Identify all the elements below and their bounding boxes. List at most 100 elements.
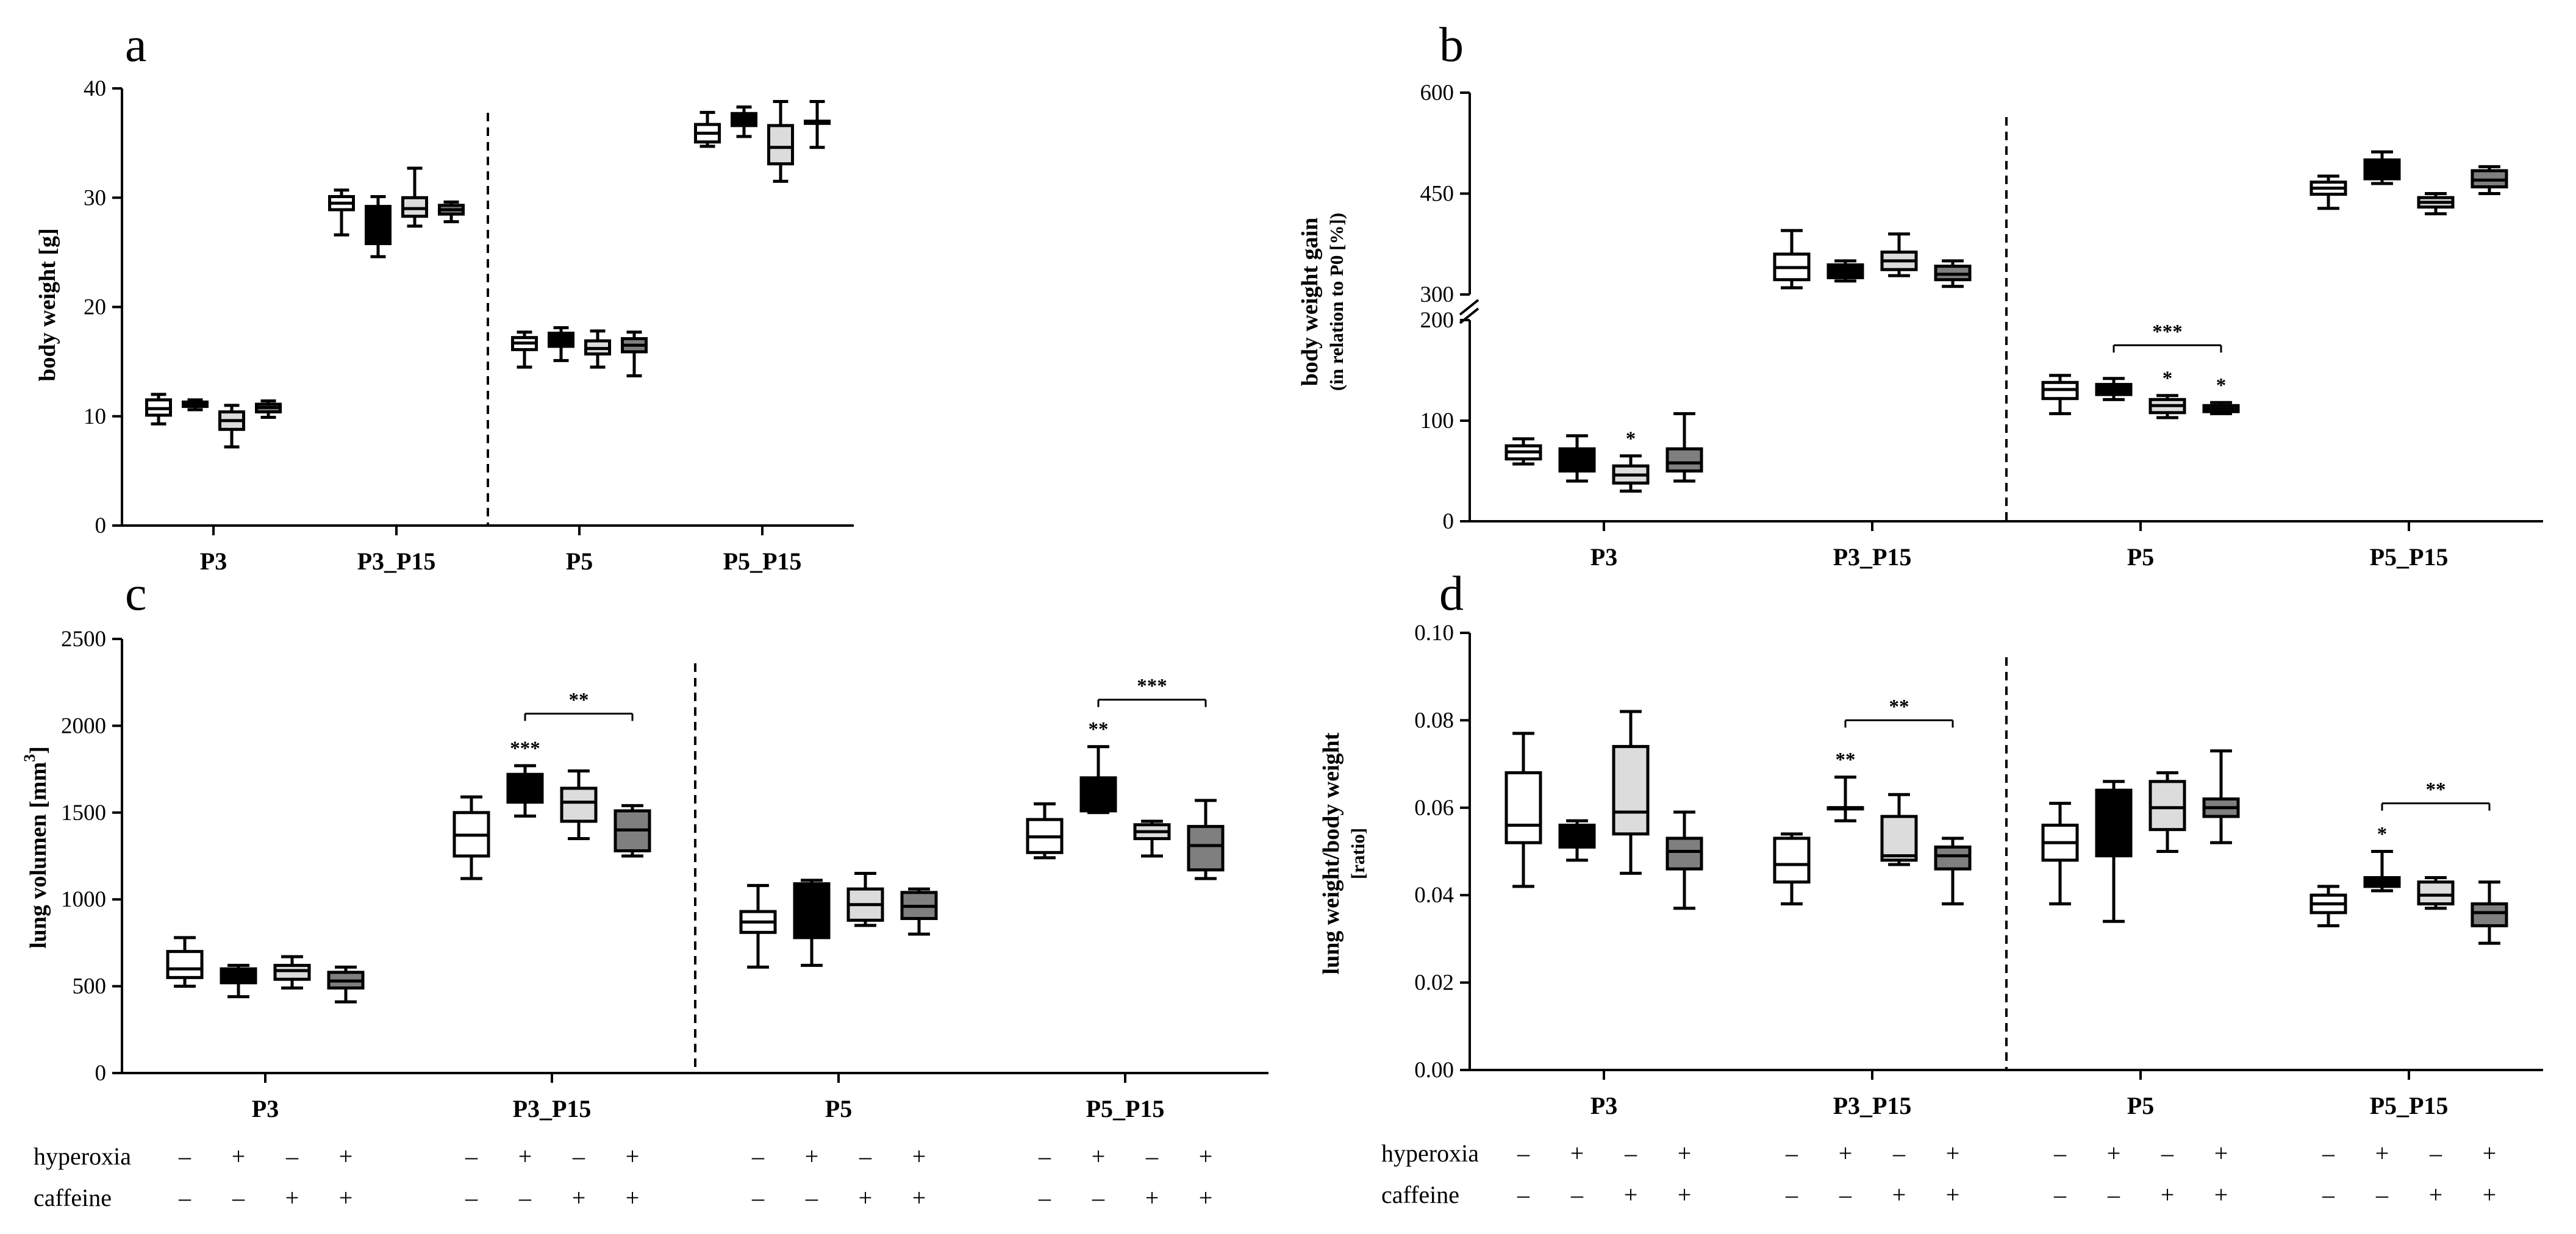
box-P3-4 <box>1665 412 1703 483</box>
condition-sign-caffeine: – <box>2375 1181 2389 1208</box>
x-tick-label: P5 <box>2127 543 2154 571</box>
box-P3-2 <box>1558 434 1596 483</box>
box-P5_P15-2 <box>1079 745 1117 815</box>
y-axis-label-text: body weight [g] <box>35 228 60 381</box>
box-body <box>1079 776 1117 813</box>
condition-sign-caffeine: – <box>178 1184 191 1211</box>
box-P3_P15-3 <box>1880 232 1918 277</box>
box-P3_P15-2 <box>365 194 392 259</box>
box-P3_P15-3 <box>560 769 598 841</box>
condition-sign-caffeine: + <box>2214 1181 2228 1208</box>
x-tick-label: P3_P15 <box>513 1095 592 1122</box>
significance-bracket: ** <box>1844 696 1954 728</box>
significance-label: * <box>2216 374 2227 396</box>
box-body <box>2417 880 2455 906</box>
box-P5-1 <box>511 330 538 369</box>
box-P5_P15-1 <box>694 110 721 148</box>
condition-sign-hyperoxia: + <box>2214 1139 2228 1167</box>
box-P5_P15-4 <box>804 100 831 149</box>
box-body <box>1934 845 1972 871</box>
box-P5-4 <box>2202 401 2240 415</box>
box-body <box>1665 447 1703 473</box>
condition-sign-hyperoxia: – <box>178 1143 191 1170</box>
y-tick-label: 1000 <box>61 887 106 912</box>
box-P5_P15-2 <box>2363 150 2401 185</box>
box-P3-2 <box>182 398 209 412</box>
condition-sign-hyperoxia: – <box>2322 1139 2335 1167</box>
significance-label: ** <box>1089 719 1109 741</box>
condition-sign-hyperoxia: – <box>2161 1139 2174 1167</box>
box-P3-4 <box>1665 810 1703 910</box>
box-body <box>401 196 428 218</box>
x-tick-label: P3 <box>1590 543 1617 571</box>
y-tick-label: 300 <box>1420 282 1454 307</box>
y-tick-label: 20 <box>84 295 106 320</box>
condition-sign-caffeine: + <box>1199 1184 1213 1211</box>
box-P5_P15-4 <box>1187 799 1225 880</box>
box-body <box>1773 836 1811 884</box>
significance-label: ** <box>1889 696 1909 718</box>
box-P5-1 <box>2041 802 2079 906</box>
condition-sign-hyperoxia: – <box>572 1143 585 1170</box>
significance-label: ** <box>1836 749 1856 771</box>
condition-label-hyperoxia: hyperoxia <box>1381 1139 1479 1167</box>
panel-c: c 0 500 1000 1500 2000 2500 lung volumen [mm3] P… <box>21 567 1268 1211</box>
condition-sign-hyperoxia: + <box>912 1143 926 1170</box>
condition-sign-hyperoxia: – <box>2053 1139 2067 1167</box>
y-axis-label: lung volumen [mm3] <box>21 746 51 949</box>
panel-label-c: c <box>125 567 147 621</box>
condition-sign-hyperoxia: – <box>859 1143 872 1170</box>
significance-bracket: ** <box>524 689 634 721</box>
box-body <box>1187 825 1225 872</box>
y-axis-label-sup: 3 <box>21 754 38 762</box>
box-P5_P15-1 <box>2309 174 2347 210</box>
y-tick-label: 2000 <box>61 713 106 738</box>
box-P3-1 <box>1504 732 1542 888</box>
panel-a: a 0 10 20 30 40 body weight [g] P3 P3_P15 P5 P5_P1… <box>35 18 854 575</box>
box-P3-3 <box>1612 710 1650 875</box>
condition-sign-hyperoxia: + <box>805 1143 819 1170</box>
x-tick-label: P5_P15 <box>1086 1095 1165 1122</box>
y-tick-label: 40 <box>84 76 106 101</box>
y-tick-label: 30 <box>84 185 106 210</box>
y-axis-label-text: lung weight/body weight <box>1318 732 1344 974</box>
condition-sign-hyperoxia: – <box>2429 1139 2442 1167</box>
significance-label: ** <box>569 689 589 711</box>
y-tick-label: 500 <box>73 974 107 999</box>
condition-sign-hyperoxia: + <box>626 1143 640 1170</box>
box-P3_P15-1 <box>453 795 490 880</box>
condition-label-hyperoxia: hyperoxia <box>34 1143 131 1170</box>
x-tick-label: P5_P15 <box>2370 543 2449 571</box>
box-P5-3 <box>2148 394 2186 419</box>
condition-sign-hyperoxia: + <box>232 1143 246 1170</box>
panel-label-a: a <box>125 18 147 72</box>
condition-sign-caffeine: + <box>572 1184 586 1211</box>
box-P5_P15-3 <box>2417 192 2455 216</box>
x-tick-label: P3 <box>1590 1092 1617 1119</box>
box-P3_P15-1 <box>1773 832 1811 906</box>
box-P5_P15-3 <box>2417 876 2455 910</box>
box-body <box>166 950 204 979</box>
box-P5-4 <box>2202 749 2240 844</box>
box-P3_P15-3 <box>401 166 428 228</box>
y-axis-label-text: lung volumen [mm <box>26 762 51 949</box>
box-body <box>1504 771 1542 844</box>
box-P5-3 <box>584 329 611 369</box>
condition-sign-caffeine: – <box>2107 1181 2120 1208</box>
y-tick-label: 0 <box>95 513 107 538</box>
box-P5_P15-2 <box>2363 850 2401 893</box>
box-P3-2 <box>220 963 257 999</box>
condition-sign-caffeine: – <box>232 1184 245 1211</box>
significance-label: * <box>2163 368 2173 390</box>
condition-sign-caffeine: + <box>1892 1181 1906 1208</box>
box-P5_P15-1 <box>1026 802 1064 860</box>
x-tick-label: P3 <box>200 547 227 575</box>
condition-sign-caffeine: + <box>285 1184 299 1211</box>
box-P3-3 <box>273 955 311 990</box>
box-P5-2 <box>2095 377 2133 401</box>
box-P3_P15-2 <box>1826 776 1864 822</box>
condition-sign-caffeine: + <box>1624 1181 1638 1208</box>
box-P3-1 <box>166 936 204 988</box>
box-P5_P15-4 <box>2470 165 2508 195</box>
